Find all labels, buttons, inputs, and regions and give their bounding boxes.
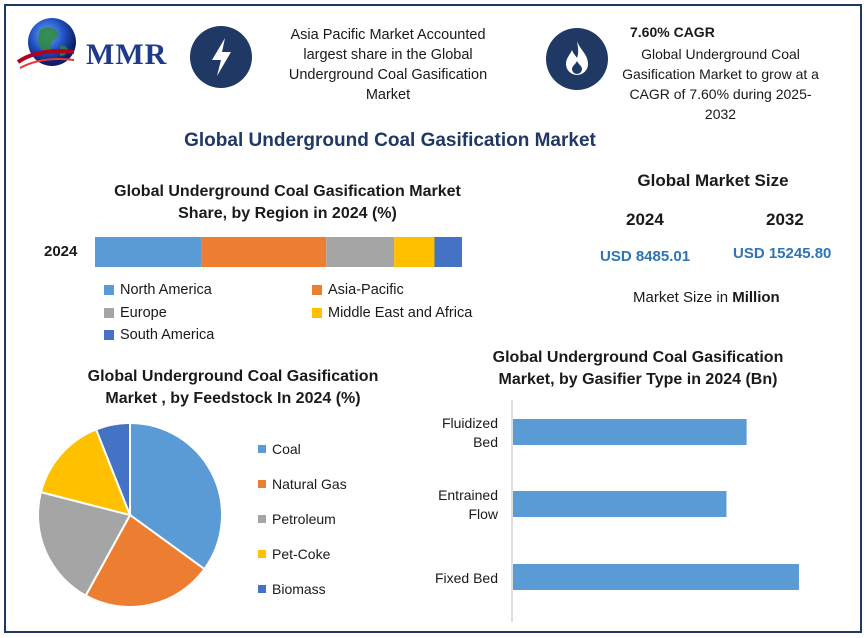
feedstock-legend-item-coal: Coal <box>258 441 301 457</box>
main-title: Global Underground Coal Gasification Mar… <box>184 130 596 151</box>
region-chart-category: 2024 <box>44 243 78 260</box>
legend-label: Natural Gas <box>272 476 347 492</box>
legend-swatch <box>258 515 266 523</box>
gasifier-category-fixed-bed: Fixed Bed <box>434 569 498 586</box>
legend-label: Coal <box>272 441 301 457</box>
market-size-title: Global Market Size <box>637 171 789 190</box>
region-bar-segment-south-america <box>434 237 462 267</box>
legend-label: Pet-Coke <box>272 546 331 562</box>
feedstock-pie-chart <box>37 421 223 608</box>
legend-swatch <box>104 330 114 340</box>
gasifier-bar-chart <box>511 400 799 622</box>
legend-swatch <box>104 285 114 295</box>
pie-slice-pet-coke <box>39 428 132 517</box>
legend-label: Biomass <box>272 581 326 597</box>
feedstock-chart-title: Global Underground Coal Gasification Mar… <box>87 368 379 407</box>
pie-slice-petroleum <box>37 490 132 597</box>
cagr-text: Global Underground Coal Gasification Mar… <box>622 46 819 122</box>
legend-swatch <box>312 285 322 295</box>
market-size-value-2032: USD 15245.80 <box>733 245 832 262</box>
flame-icon <box>546 28 608 90</box>
globe-icon <box>16 18 76 69</box>
region-chart-title: Global Underground Coal Gasification Mar… <box>114 183 461 222</box>
feedstock-legend-item-petroleum: Petroleum <box>258 511 336 527</box>
market-size-year-2032: 2032 <box>766 210 804 229</box>
legend-label: South America <box>120 327 215 343</box>
region-legend-item-middle-east-and-africa: Middle East and Africa <box>312 305 472 321</box>
gasifier-bar-fluidized-bed <box>513 419 747 445</box>
legend-label: Asia-Pacific <box>328 282 404 298</box>
market-size-year-2024: 2024 <box>626 210 664 229</box>
legend-swatch <box>312 308 322 318</box>
region-legend-item-europe: Europe <box>104 305 167 321</box>
lightning-icon <box>190 26 252 88</box>
mmr-logo: MMR <box>14 10 174 80</box>
gasifier-bar-fixed-bed <box>513 564 799 590</box>
feedstock-legend-item-pet-coke: Pet-Coke <box>258 546 330 562</box>
market-size-value-2024: USD 8485.01 <box>600 248 691 265</box>
region-highlight-text: Asia Pacific Market Accounted largest sh… <box>288 27 488 103</box>
legend-swatch <box>258 585 266 593</box>
feedstock-legend-item-biomass: Biomass <box>258 581 326 597</box>
brand-name: MMR <box>86 38 168 71</box>
market-size-unit-bold: Million <box>732 289 780 306</box>
pie-slice-coal <box>129 421 223 571</box>
legend-swatch <box>258 480 266 488</box>
region-bar-segment-middle-east-and-africa <box>394 237 435 267</box>
region-bar-segment-north-america <box>95 237 202 267</box>
legend-label: Europe <box>120 305 167 321</box>
infographic-frame <box>4 4 862 633</box>
gasifier-bar-entrained-flow <box>513 491 727 517</box>
region-bar-segment-asia-pacific <box>201 237 327 267</box>
legend-swatch <box>258 445 266 453</box>
legend-swatch <box>258 550 266 558</box>
region-legend-item-south-america: South America <box>104 327 214 343</box>
legend-swatch <box>104 308 114 318</box>
region-stacked-bar <box>95 237 462 267</box>
pie-slice-biomass <box>94 421 131 516</box>
region-bar-segment-europe <box>326 237 395 267</box>
market-size-unit: Market Size in Million <box>633 289 780 306</box>
feedstock-legend-item-natural-gas: Natural Gas <box>258 476 347 492</box>
gasifier-category-entrained-flow: Entrained Flow <box>438 487 498 522</box>
pie-slice-natural-gas <box>84 513 206 608</box>
legend-label: Middle East and Africa <box>328 305 473 321</box>
gasifier-category-fluidized-bed: Fluidized Bed <box>441 415 498 450</box>
region-legend-item-north-america: North America <box>104 282 212 298</box>
cagr-title: 7.60% CAGR <box>630 24 715 40</box>
legend-label: North America <box>120 282 212 298</box>
gasifier-chart-title: Global Underground Coal Gasification Mar… <box>492 349 784 388</box>
region-legend-item-asia-pacific: Asia-Pacific <box>312 282 404 298</box>
market-size-unit-prefix: Market Size in <box>633 289 733 306</box>
legend-label: Petroleum <box>272 511 336 527</box>
